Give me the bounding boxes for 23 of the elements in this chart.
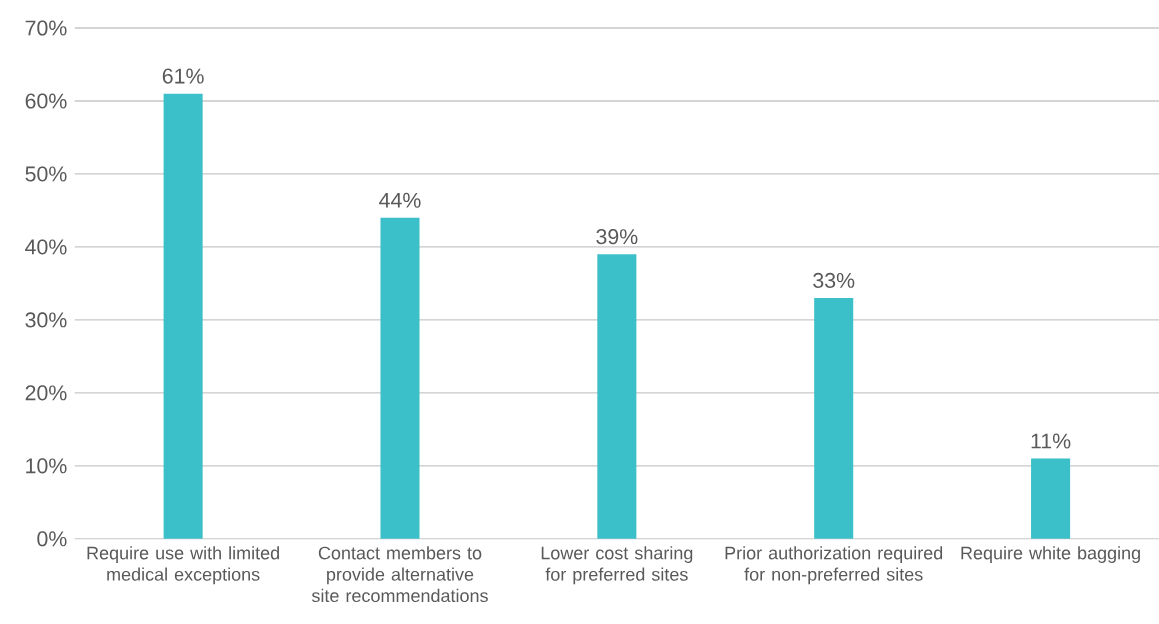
x-tick-label: Require use with limited medical exceptions [87,546,279,585]
x-tick-label: Contact members to provide alternative site recommendations [311,546,488,603]
y-tick-label: 60% [25,93,67,109]
x-tick-label: Require white bagging [961,546,1140,563]
y-tick-label: 30% [25,312,67,328]
y-tick-label: 70% [25,20,67,36]
x-tick-label: Prior authorization required for non-preferred sites [725,546,943,585]
data-label: 33% [813,272,855,288]
bar [163,93,203,539]
data-label: 61% [162,68,204,84]
data-label: 44% [379,192,421,208]
bar [380,217,420,539]
bar [597,254,637,539]
y-tick-label: 0% [37,531,67,547]
data-label: 39% [596,228,638,245]
x-tick-label: Lower cost sharing for preferred sites [541,546,693,585]
y-tick-label: 50% [25,166,67,182]
data-label: 11% [1031,433,1071,449]
bar [814,297,854,539]
y-tick-label: 20% [25,385,67,401]
y-tick-label: 10% [26,458,67,474]
bar [1031,458,1071,539]
y-tick-label: 40% [25,239,67,255]
